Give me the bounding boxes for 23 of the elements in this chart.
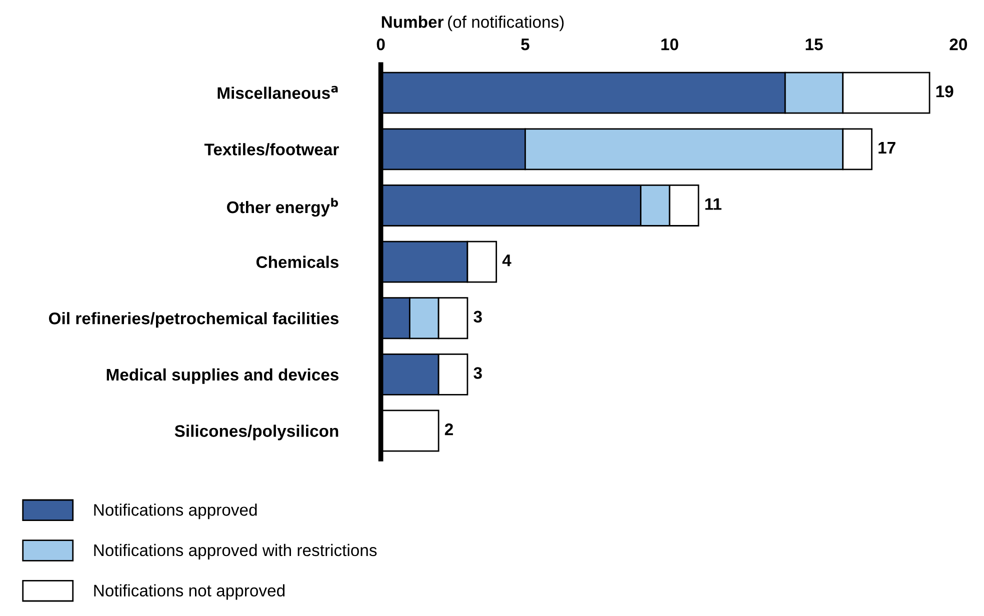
y-tick-label: Textiles/footwear [204, 143, 339, 156]
total-label: 2 [444, 423, 453, 436]
y-tick-label: Other energy$^{b}$ [226, 198, 338, 217]
legend-label: Notifications approved [94, 504, 257, 520]
total-label: 3 [474, 310, 482, 323]
y-tick-label: Chemicals [256, 256, 338, 268]
legend-label: Notifications approved with restrictions [94, 544, 377, 560]
total-label: 4 [502, 254, 512, 266]
x-tick-label: 20 [950, 38, 968, 50]
legend-label: Notifications not approved [94, 584, 285, 600]
total-label: 19 [936, 86, 954, 98]
y-tick-label: Oil refineries/petrochemical facilities [48, 312, 338, 328]
y-tick-label: Silicones/polysilicon [174, 424, 338, 440]
y-tick-label: Medical supplies and devices [106, 368, 338, 384]
x-tick-label: 15 [806, 38, 823, 50]
y-tick-label: Miscellaneous$^{a}$ [218, 86, 338, 99]
total-label: 11 [705, 198, 722, 210]
x-tick-label: 5 [521, 38, 530, 50]
x-axis-title: Number (of notifications) [382, 16, 564, 32]
x-tick-label: 10 [661, 38, 678, 50]
total-label: 17 [878, 142, 896, 154]
x-tick-label: 0 [376, 38, 385, 50]
total-label: 3 [474, 367, 482, 379]
